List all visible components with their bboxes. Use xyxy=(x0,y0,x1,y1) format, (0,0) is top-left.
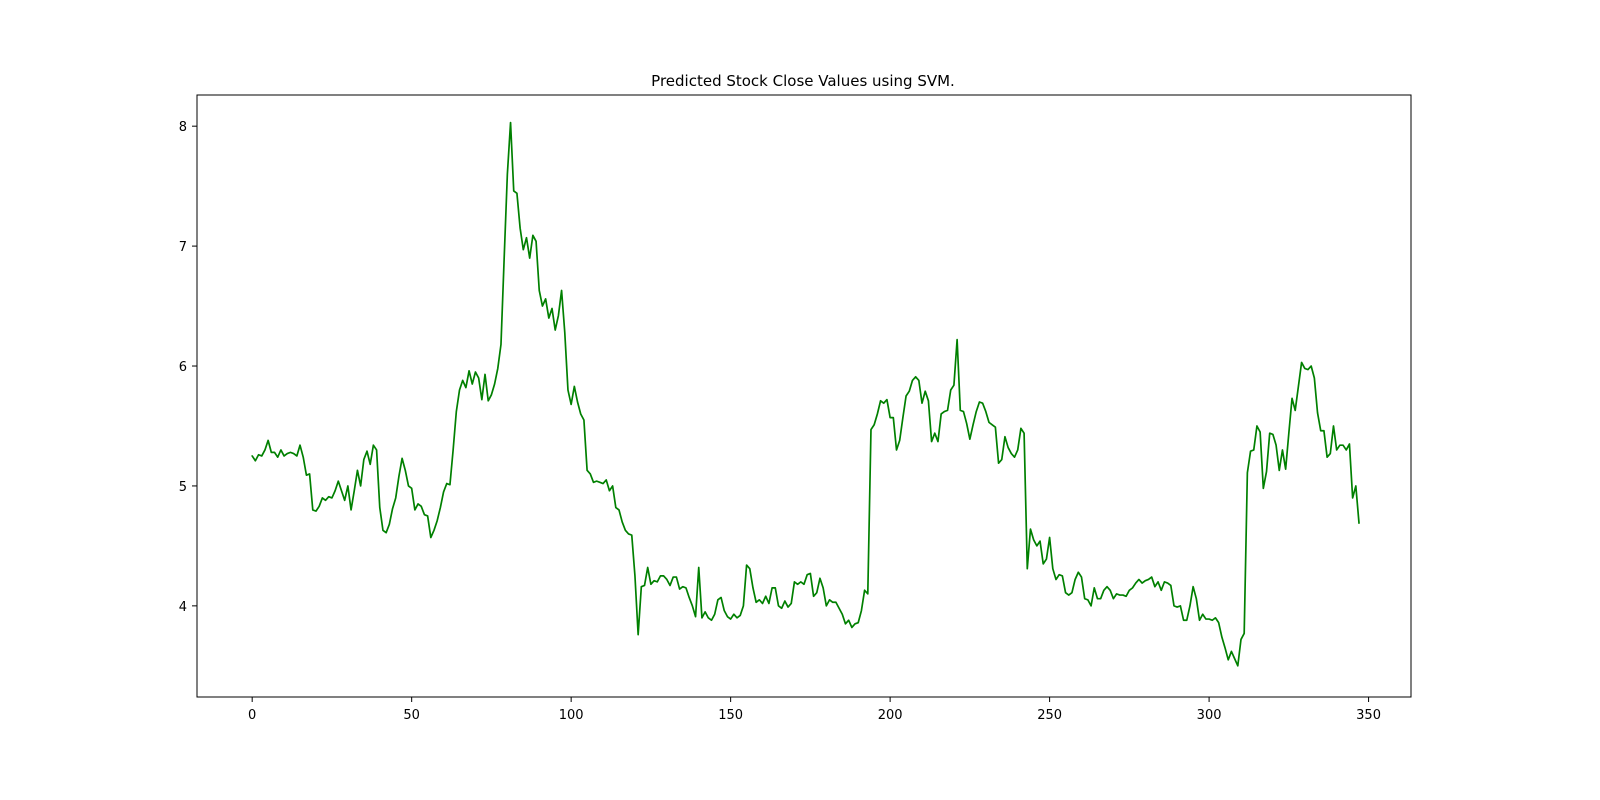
y-tick-label: 4 xyxy=(179,600,187,615)
x-tick-label: 350 xyxy=(1356,708,1381,723)
plot-area: 0 50 100 150 200 250 300 350 4 5 6 7 8 xyxy=(179,94,1412,723)
x-tick-label: 200 xyxy=(878,708,903,723)
x-tick-label: 100 xyxy=(559,708,584,723)
x-tick-label: 0 xyxy=(248,708,256,723)
axes-frame xyxy=(196,94,1412,698)
x-tick-label: 50 xyxy=(403,708,420,723)
x-tick-label: 150 xyxy=(718,708,743,723)
x-tick-label: 300 xyxy=(1197,708,1222,723)
y-tick-label: 6 xyxy=(179,360,187,375)
y-tick-label: 7 xyxy=(179,240,187,255)
y-tick-label: 8 xyxy=(179,120,187,135)
x-tick-label: 250 xyxy=(1037,708,1062,723)
chart-title: Predicted Stock Close Values using SVM. xyxy=(651,72,955,90)
y-tick-label: 5 xyxy=(179,480,187,495)
series-line-0 xyxy=(251,121,1360,667)
